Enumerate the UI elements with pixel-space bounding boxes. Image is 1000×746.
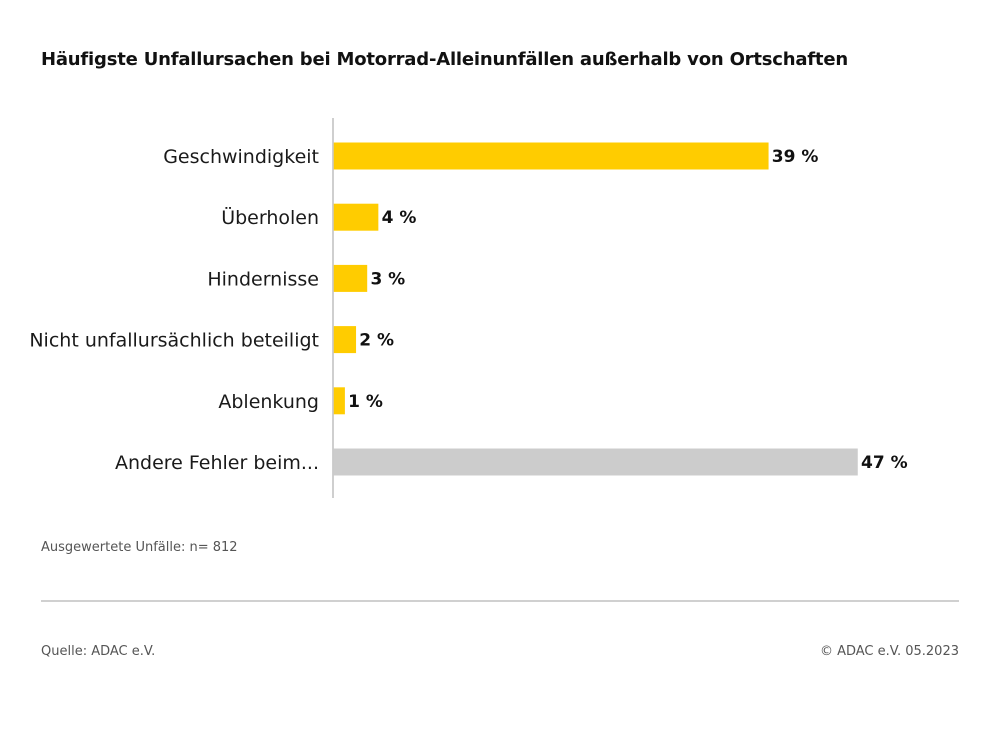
chart-title: Häufigste Unfallursachen bei Motorrad-Al… (41, 49, 848, 70)
source-label: Quelle: ADAC e.V. (41, 644, 156, 659)
category-label: Andere Fehler beim... (115, 452, 319, 474)
bar-chart: Geschwindigkeit 39 % Überholen 4 % Hindernis… (29, 118, 908, 498)
bars-group: Geschwindigkeit 39 % Überholen 4 % Hindernis… (29, 142, 908, 476)
copyright-label: © ADAC e.V. 05.2023 (819, 644, 959, 659)
category-label: Überholen (221, 206, 319, 229)
category-label: Nicht unfallursächlich beteiligt (29, 330, 319, 352)
footer-divider (41, 600, 959, 602)
value-label: 2 % (359, 331, 394, 351)
bar (333, 264, 368, 292)
bar (333, 448, 858, 476)
sample-size-note: Ausgewertete Unfälle: n= 812 (41, 540, 238, 555)
value-label: 47 % (861, 453, 908, 473)
category-label: Hindernisse (207, 268, 319, 290)
value-label: 1 % (348, 392, 383, 412)
value-label: 3 % (370, 269, 405, 289)
category-label: Ablenkung (218, 391, 319, 413)
bar (333, 326, 357, 354)
bar (333, 387, 345, 415)
bar (333, 142, 769, 170)
value-label: 39 % (772, 147, 819, 167)
bar (333, 203, 379, 231)
category-label: Geschwindigkeit (163, 146, 319, 168)
value-label: 4 % (382, 208, 417, 228)
